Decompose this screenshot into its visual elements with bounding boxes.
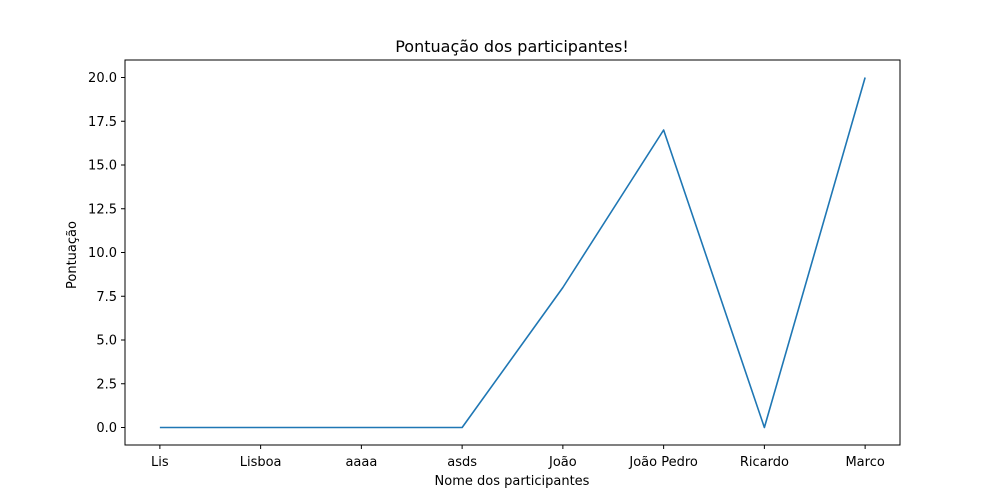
chart-title: Pontuação dos participantes!	[395, 37, 629, 56]
x-tick-label: Lisboa	[240, 455, 282, 470]
y-tick-label: 17.5	[88, 115, 117, 130]
y-tick-label: 0.0	[96, 421, 117, 436]
series-line	[159, 77, 866, 429]
y-tick-label: 20.0	[88, 71, 117, 86]
y-tick-label: 7.5	[96, 290, 117, 305]
x-tick-label: João Pedro	[628, 455, 698, 470]
x-tick-label: Ricardo	[740, 455, 789, 470]
y-tick-label: 10.0	[88, 246, 117, 261]
y-tick-label: 12.5	[88, 202, 117, 217]
plot-area: Lis Lisboa aaaa asds João João Pedro Ricardo Ma…	[88, 59, 901, 470]
y-tick-label: 15.0	[88, 159, 117, 174]
x-tick-label: asds	[447, 455, 477, 470]
y-axis-label: Pontuação	[65, 221, 80, 289]
x-tick-label: João	[548, 455, 577, 470]
y-tick-label: 2.5	[96, 377, 117, 392]
x-axis-label: Nome dos participantes	[435, 474, 590, 489]
x-tick-label: Lis	[151, 455, 169, 470]
x-tick-label: aaaa	[345, 455, 377, 470]
y-tick-label: 5.0	[96, 334, 117, 349]
x-tick-label: Marco	[845, 455, 884, 470]
